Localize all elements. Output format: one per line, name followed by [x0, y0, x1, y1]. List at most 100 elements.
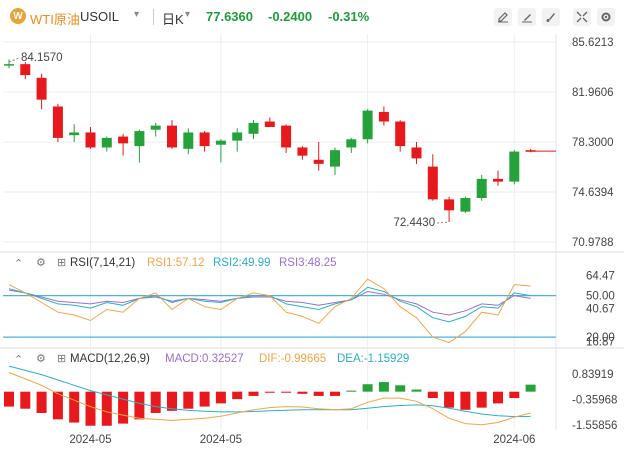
instrument-name[interactable]: WTI原油 — [30, 12, 80, 27]
candle-body — [330, 150, 340, 167]
wti-logo-icon: W — [10, 8, 26, 24]
rsi-y-tick-label: 64.47 — [586, 271, 615, 283]
macd-histogram-bar — [69, 391, 80, 423]
candle-body — [444, 199, 455, 211]
y-tick-label: 70.9788 — [572, 237, 614, 249]
macd-histogram-bar — [362, 384, 373, 392]
rsi2-value: RSI2:49.99 — [213, 257, 271, 269]
macd-histogram-bar — [20, 391, 31, 409]
x-tick-label: 2024-06 — [493, 434, 535, 446]
chevron-up-icon[interactable]: ⌃ — [14, 258, 24, 270]
candle-body — [362, 110, 373, 140]
rsi-label: RSI(7,14,21) — [70, 257, 136, 269]
macd-histogram-bar — [264, 391, 275, 393]
macd-histogram-bar — [36, 391, 47, 413]
macd-histogram-bar — [101, 391, 112, 426]
candle-body — [118, 136, 129, 144]
macd-histogram-bar — [215, 391, 226, 404]
macd-histogram-bar — [232, 391, 243, 400]
macd-histogram-bar — [493, 391, 503, 404]
pen-icon[interactable] — [518, 8, 536, 26]
rsi3-value: RSI3:48.25 — [279, 257, 337, 269]
candle-body — [167, 125, 177, 148]
price-change-pct: -0.31% — [328, 9, 370, 24]
macd-histogram-bar — [167, 391, 177, 411]
dea-value: DEA:-1.15929 — [337, 353, 410, 365]
macd-histogram-bar — [297, 391, 308, 394]
macd-histogram-bar — [199, 391, 210, 407]
candle-body — [150, 125, 161, 130]
candle-body — [215, 140, 226, 145]
macd-y-tick-label: -1.55856 — [572, 420, 617, 432]
rsi1-line — [8, 278, 531, 344]
macd-histogram-bar — [427, 391, 438, 399]
macd-histogram-bar — [183, 391, 194, 409]
dif-line — [8, 372, 531, 426]
edit-icon[interactable] — [494, 8, 512, 26]
macd-value: MACD:0.32527 — [165, 353, 244, 365]
macd-histogram-bar — [52, 391, 63, 420]
settings-icon[interactable] — [597, 8, 615, 26]
candle-body — [36, 77, 47, 100]
x-tick-label: 2024-05 — [69, 434, 111, 446]
macd-histogram-bar — [281, 391, 292, 393]
candle-body — [183, 132, 194, 149]
macd-histogram-bar — [460, 391, 471, 410]
instrument-dropdown-icon[interactable]: ▾ — [134, 9, 140, 20]
macd-histogram-bar — [330, 391, 340, 396]
candle-body — [20, 64, 31, 76]
macd-histogram-bar — [134, 391, 145, 420]
candle-body — [460, 198, 471, 212]
candle-body — [232, 132, 243, 141]
rsi1-value: RSI1:57.12 — [147, 257, 205, 269]
candle-body — [313, 159, 324, 164]
settings-icon[interactable]: ⚙ — [36, 353, 46, 365]
macd-histogram-bar — [411, 389, 422, 392]
settings-icon[interactable]: ⚙ — [36, 257, 46, 269]
macd-histogram-bar — [444, 391, 455, 408]
rsi2-line — [8, 286, 531, 323]
price-change: -0.2400 — [268, 9, 313, 24]
dif-value: DIF:-0.99665 — [259, 353, 327, 365]
y-tick-label: 81.9606 — [572, 87, 614, 99]
candle-body — [4, 64, 14, 66]
candle-body — [281, 125, 292, 148]
period-dropdown-icon[interactable]: ▾ — [185, 9, 191, 20]
candle-body — [264, 121, 275, 127]
candle-body — [134, 131, 145, 147]
y-tick-label: 78.3000 — [572, 137, 614, 149]
macd-y-tick-label: -0.35968 — [572, 394, 617, 406]
last-price: 77.6360 — [206, 9, 253, 24]
instrument-code[interactable]: USOIL — [80, 9, 120, 24]
candle-body — [297, 147, 308, 156]
candle-body — [427, 166, 438, 200]
x-tick-label: 2024-05 — [200, 434, 242, 446]
period-selector[interactable]: 日K — [162, 12, 184, 27]
macd-histogram-bar — [509, 391, 520, 399]
high-marker — [8, 57, 20, 63]
rsi-y-tick-label: 40.67 — [586, 304, 615, 316]
high-label: 84.1570 — [21, 52, 63, 64]
y-tick-label: 74.6394 — [572, 187, 614, 199]
candle-body — [395, 121, 406, 147]
macd-histogram-bar — [4, 391, 14, 407]
candle-body — [52, 106, 63, 138]
candle-body — [493, 178, 503, 182]
expand-icon[interactable] — [573, 8, 591, 26]
rsi-y-tick-label: 16.87 — [586, 336, 615, 348]
macd-label: MACD(12,26,9) — [70, 353, 150, 365]
grid-icon[interactable]: ⊞ — [57, 353, 67, 365]
dea-line — [8, 365, 531, 418]
candle-body — [378, 111, 389, 122]
candle-body — [476, 178, 487, 199]
macd-histogram-bar — [476, 391, 487, 408]
low-label: 72.4430 — [394, 217, 436, 229]
chevron-up-icon[interactable]: ⌃ — [14, 354, 24, 366]
candle-body — [69, 132, 80, 136]
candle-body — [346, 139, 357, 148]
brush-icon[interactable] — [542, 8, 560, 26]
candle-body — [411, 147, 422, 159]
low-marker — [437, 221, 450, 224]
grid-icon[interactable]: ⊞ — [57, 257, 67, 269]
